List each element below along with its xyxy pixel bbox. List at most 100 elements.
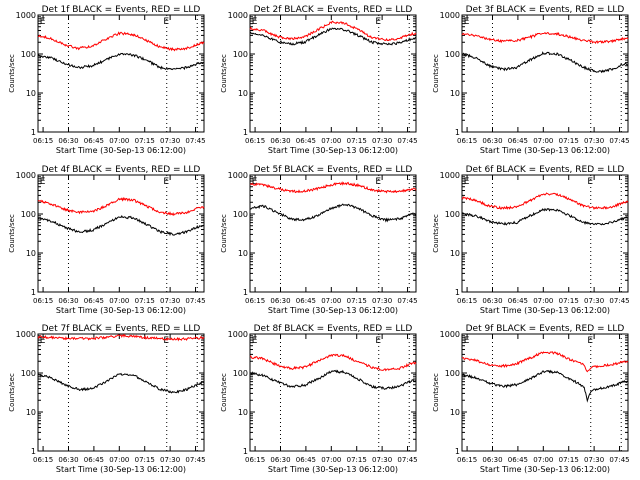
x-tick-label: 07:30	[584, 137, 604, 145]
x-tick-label: 07:15	[347, 456, 367, 464]
x-tick-label: 07:45	[185, 297, 205, 305]
event-marker: E	[163, 336, 169, 346]
y-tick-label: 1000	[440, 171, 460, 180]
y-tick-label: 1	[31, 288, 36, 297]
y-axis-label: Counts/sec	[220, 214, 228, 253]
panel-title: Det 2f BLACK = Events, RED = LLD	[254, 5, 413, 15]
x-tick-label: 07:00	[109, 137, 129, 145]
panel-title: Det 3f BLACK = Events, RED = LLD	[466, 5, 625, 15]
x-tick-label: 07:00	[533, 297, 553, 305]
x-tick-label: 06:15	[33, 137, 53, 145]
x-tick-label: 07:00	[321, 137, 341, 145]
y-axis-label: Counts/sec	[432, 54, 440, 93]
chart-panel-4: Det 4f BLACK = Events, RED = LLD E E 1 10 100…	[8, 165, 206, 315]
x-tick-label: 07:30	[372, 456, 392, 464]
x-tick-label: 07:45	[397, 456, 417, 464]
y-tick-label: 10	[450, 249, 460, 258]
y-tick-label: 1000	[16, 11, 36, 20]
x-axis-label: Start Time (30-Sep-13 06:12:00)	[268, 306, 398, 315]
y-tick-label: 100	[233, 50, 248, 59]
y-tick-label: 100	[445, 369, 460, 378]
x-tick-label: 07:00	[533, 137, 553, 145]
x-axis-label: Start Time (30-Sep-13 06:12:00)	[480, 465, 610, 474]
chart-panel-5: Det 5f BLACK = Events, RED = LLD E E 1 10 100…	[220, 165, 418, 315]
y-tick-label: 100	[21, 210, 36, 219]
y-tick-label: 100	[445, 50, 460, 59]
x-tick-label: 07:00	[109, 456, 129, 464]
y-tick-label: 10	[450, 408, 460, 417]
series-line-lld	[461, 351, 629, 373]
series-line-events	[37, 372, 205, 394]
series-line-lld	[249, 181, 417, 194]
x-tick-label: 07:30	[372, 297, 392, 305]
event-marker: E	[252, 17, 258, 27]
y-tick-label: 100	[21, 50, 36, 59]
x-axis-label: Start Time (30-Sep-13 06:12:00)	[56, 306, 186, 315]
y-tick-label: 10	[238, 408, 248, 417]
x-tick-label: 07:30	[584, 297, 604, 305]
x-tick-label: 07:30	[372, 137, 392, 145]
event-marker: E	[464, 177, 470, 187]
y-tick-label: 1	[243, 288, 248, 297]
x-tick-label: 07:00	[321, 297, 341, 305]
y-tick-label: 1	[455, 447, 460, 456]
x-tick-label: 06:30	[58, 297, 78, 305]
y-axis-label: Counts/sec	[8, 373, 16, 412]
chart-panel-7: Det 7f BLACK = Events, RED = LLD E E 1 10 100…	[8, 324, 206, 474]
y-tick-label: 100	[233, 369, 248, 378]
event-marker: E	[252, 177, 258, 187]
series-line-lld	[37, 196, 205, 217]
series-line-events	[461, 369, 629, 403]
x-tick-label: 06:45	[296, 137, 316, 145]
panel-title: Det 5f BLACK = Events, RED = LLD	[254, 165, 413, 175]
panel-title: Det 4f BLACK = Events, RED = LLD	[42, 165, 201, 175]
x-tick-label: 07:00	[321, 456, 341, 464]
x-tick-label: 06:30	[482, 297, 502, 305]
series-line-events	[37, 215, 205, 237]
x-tick-label: 06:45	[84, 297, 104, 305]
x-tick-label: 07:45	[185, 456, 205, 464]
x-tick-label: 06:15	[457, 137, 477, 145]
series-line-lld	[249, 20, 417, 42]
x-tick-label: 06:15	[457, 456, 477, 464]
event-marker: E	[375, 336, 381, 346]
event-marker: E	[375, 17, 381, 27]
y-tick-label: 10	[26, 408, 36, 417]
x-tick-label: 07:45	[185, 137, 205, 145]
x-tick-label: 07:30	[160, 137, 180, 145]
y-axis-label: Counts/sec	[8, 54, 16, 93]
x-tick-label: 06:30	[270, 456, 290, 464]
y-tick-label: 100	[233, 210, 248, 219]
x-axis-label: Start Time (30-Sep-13 06:12:00)	[268, 465, 398, 474]
series-line-lld	[37, 31, 205, 52]
x-tick-label: 06:30	[58, 137, 78, 145]
x-tick-label: 07:00	[109, 297, 129, 305]
y-tick-label: 10	[26, 89, 36, 98]
y-axis-label: Counts/sec	[8, 214, 16, 253]
y-axis-label: Counts/sec	[432, 373, 440, 412]
y-tick-label: 1000	[440, 330, 460, 339]
panel-title: Det 8f BLACK = Events, RED = LLD	[254, 324, 413, 334]
x-axis-label: Start Time (30-Sep-13 06:12:00)	[480, 146, 610, 155]
plot-frame	[37, 333, 205, 452]
x-tick-label: 06:30	[58, 456, 78, 464]
plot-frame	[461, 174, 629, 293]
x-tick-label: 06:45	[296, 297, 316, 305]
panel-title: Det 9f BLACK = Events, RED = LLD	[466, 324, 625, 334]
event-marker: E	[40, 336, 46, 346]
chart-panel-3: Det 3f BLACK = Events, RED = LLD E E 1 10 100…	[432, 5, 630, 155]
x-tick-label: 06:15	[33, 297, 53, 305]
event-marker: E	[163, 17, 169, 27]
y-axis-label: Counts/sec	[432, 214, 440, 253]
x-tick-label: 07:15	[135, 297, 155, 305]
plot-frame	[249, 333, 417, 452]
series-line-lld	[461, 32, 629, 45]
panel-title: Det 6f BLACK = Events, RED = LLD	[466, 165, 625, 175]
y-tick-label: 1000	[228, 11, 248, 20]
x-tick-label: 06:30	[270, 137, 290, 145]
x-tick-label: 07:45	[397, 137, 417, 145]
y-tick-label: 1	[455, 288, 460, 297]
x-tick-label: 07:00	[533, 456, 553, 464]
x-tick-label: 06:30	[270, 297, 290, 305]
